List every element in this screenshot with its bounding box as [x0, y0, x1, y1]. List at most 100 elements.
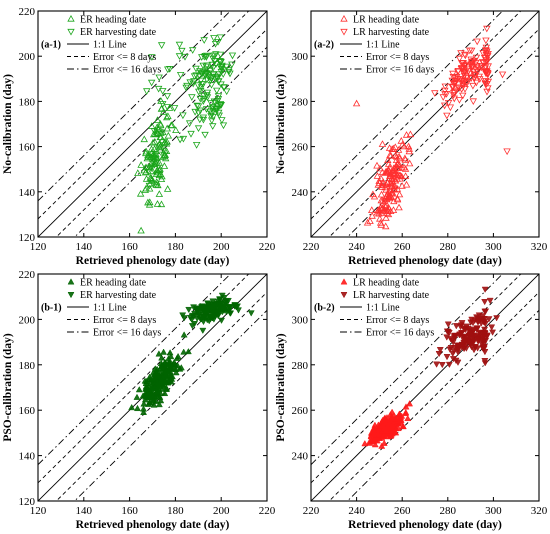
harvest-point — [214, 39, 222, 46]
harvest-point — [197, 87, 205, 95]
harvest-point — [468, 344, 476, 351]
legend-harvest-label: ER harvesting date — [80, 290, 157, 301]
heading-point — [370, 430, 378, 437]
y-axis-title: PSO-calibration (day) — [2, 333, 14, 441]
harvest-point — [461, 52, 470, 60]
harvest-point — [481, 286, 489, 293]
heading-point — [148, 384, 156, 391]
heading-point — [154, 181, 162, 189]
heading-point — [164, 355, 172, 362]
harvest-point — [222, 88, 231, 96]
heading-point — [368, 212, 376, 219]
heading-point — [389, 144, 398, 152]
x-tick-label: 220 — [259, 241, 276, 253]
harvest-point — [218, 64, 226, 72]
harvest-point — [208, 309, 216, 316]
harvest-point — [446, 346, 454, 353]
y-tick-label: 280 — [292, 96, 309, 108]
harvest-point — [460, 70, 468, 77]
harvest-point — [469, 320, 477, 327]
heading-point — [406, 159, 414, 167]
harvest-point — [210, 35, 218, 42]
heading-point — [386, 172, 394, 179]
legend-harvest-label: ER harvesting date — [80, 27, 157, 38]
harvest-point — [194, 103, 203, 111]
harvest-point — [143, 165, 152, 173]
heading-point — [372, 436, 380, 443]
heading-point — [133, 404, 141, 412]
x-axis-title: Retrieved phenology date (day) — [348, 255, 502, 267]
harvest-point — [466, 47, 474, 55]
harvest-point — [481, 326, 489, 334]
heading-point — [161, 389, 169, 397]
heading-point — [184, 347, 192, 355]
x-tick-label: 140 — [76, 505, 93, 517]
heading-point — [134, 169, 142, 177]
heading-point — [378, 140, 387, 147]
error-16-lower-line — [346, 46, 539, 237]
harvest-point — [189, 47, 197, 54]
harvest-point — [442, 91, 451, 98]
heading-point — [373, 172, 382, 179]
heading-point — [152, 153, 160, 161]
harvest-point — [225, 68, 233, 76]
heading-point — [401, 154, 409, 162]
legend-1-1-label: 1:1 Line — [366, 40, 400, 51]
heading-point — [155, 171, 164, 179]
heading-point — [406, 130, 415, 138]
heading-point — [151, 137, 159, 145]
harvest-point — [459, 60, 467, 67]
harvest-point — [469, 82, 477, 90]
heading-point — [392, 416, 400, 423]
harvest-point — [196, 107, 204, 115]
harvest-point — [438, 362, 446, 369]
harvest-point — [498, 71, 507, 79]
heading-point — [149, 151, 157, 159]
harvest-point — [483, 58, 491, 66]
harvest-point — [460, 346, 468, 353]
x-tick-label: 280 — [440, 241, 457, 253]
harvest-point — [443, 112, 451, 120]
harvest-point — [207, 100, 215, 107]
panel-label: (a-1) — [41, 40, 61, 51]
harvest-point — [214, 312, 222, 320]
y-axis-title: No-calibration (day) — [275, 74, 287, 174]
harvest-point — [190, 73, 199, 81]
legend-1-1-label: 1:1 Line — [366, 303, 400, 314]
harvest-point — [216, 51, 225, 59]
heading-point — [145, 184, 154, 192]
heading-point — [177, 364, 185, 371]
y-tick-label: 180 — [19, 360, 36, 372]
harvest-point — [449, 92, 458, 99]
x-tick-label: 200 — [213, 505, 230, 517]
heading-point — [378, 205, 386, 213]
heading-point — [172, 126, 180, 134]
harvest-point — [200, 37, 208, 44]
harvest-point — [472, 66, 480, 74]
x-tick-label: 180 — [167, 505, 184, 517]
heading-point — [405, 147, 413, 155]
heading-point — [382, 426, 390, 434]
harvest-point — [475, 73, 483, 81]
heading-point — [150, 154, 158, 162]
heading-point — [378, 442, 386, 449]
heading-point — [397, 416, 405, 424]
harvest-point — [199, 314, 207, 321]
heading-point — [162, 154, 170, 162]
harvest-point — [444, 321, 452, 328]
harvest-point — [195, 73, 204, 80]
y-tick-label: 220 — [19, 269, 36, 281]
heading-point — [391, 152, 399, 159]
error-8-upper-line — [311, 274, 522, 484]
heading-point — [402, 180, 411, 188]
heading-point — [368, 206, 376, 214]
heading-point — [388, 412, 396, 420]
legend-heading-marker — [67, 14, 75, 22]
heading-point — [161, 151, 169, 158]
y-tick-label: 120 — [19, 232, 36, 244]
heading-point — [153, 388, 161, 395]
heading-point — [180, 331, 188, 338]
heading-point — [168, 373, 176, 380]
x-tick-label: 240 — [348, 505, 365, 517]
